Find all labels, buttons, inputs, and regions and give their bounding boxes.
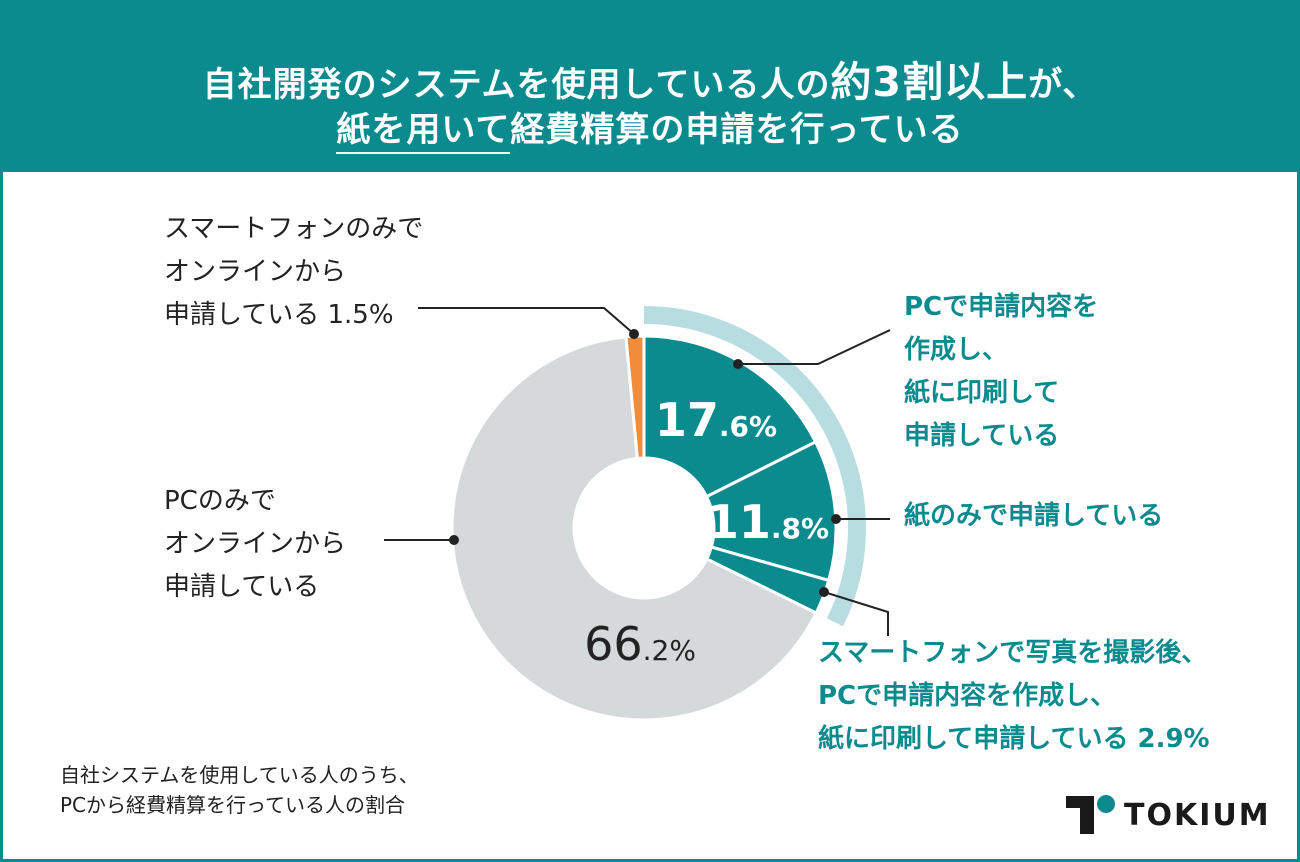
headline-underlined: 紙を用いて	[336, 110, 511, 154]
headline-line1: 自社開発のシステムを使用している人の約3割以上が、	[202, 58, 1098, 106]
label-pc-print: PCで申請内容を 作成し、 紙に印刷して 申請している	[904, 292, 1099, 451]
value-label-0: 17.6%	[655, 393, 777, 447]
slice-paper-only	[704, 439, 838, 583]
header-banner: 自社開発のシステムを使用している人の約3割以上が、 紙を用いて経費精算の申請を行…	[0, 0, 1300, 172]
leader-dot-paper-only	[831, 514, 841, 524]
leader-dot-smartphone-photo-print	[819, 587, 829, 597]
leader-dot-pc-print	[733, 359, 743, 369]
slice-pc-print	[642, 334, 818, 499]
slice-pc-online	[450, 335, 819, 722]
value-label-1: 11.8%	[707, 495, 829, 549]
label-smartphone-photo-print: スマートフォンで写真を撮影後、 PCで申請内容を作成し、 紙に印刷して申請してい…	[818, 638, 1210, 754]
headline-line2: 紙を用いて経費精算の申請を行っている	[0, 102, 1300, 154]
highlight-arc	[644, 306, 867, 627]
leader-smartphone-photo-print	[823, 591, 889, 636]
leader-dot-smartphone-online	[629, 329, 639, 339]
tokium-logo-icon	[1066, 795, 1115, 834]
leader-pc-print	[738, 329, 891, 365]
leader-smartphone-online	[418, 307, 635, 335]
brand-name: TOKIUM	[1124, 798, 1271, 833]
headline-emphasis: 約3割以上	[830, 58, 1029, 106]
label-paper-only: 紙のみで申請している	[904, 501, 1164, 531]
label-pc-online: PCのみで オンラインから 申請している	[164, 486, 347, 602]
leader-dot-pc-online	[449, 535, 459, 545]
footnote: 自社システムを使用している人のうち、 PCから経費精算を行っている人の割合	[60, 763, 419, 817]
value-label-3: 66.2%	[584, 617, 696, 671]
brand-logo: TOKIUM	[1066, 792, 1269, 836]
label-smartphone-online: スマートフォンのみで オンラインから 申請している 1.5%	[164, 214, 424, 330]
